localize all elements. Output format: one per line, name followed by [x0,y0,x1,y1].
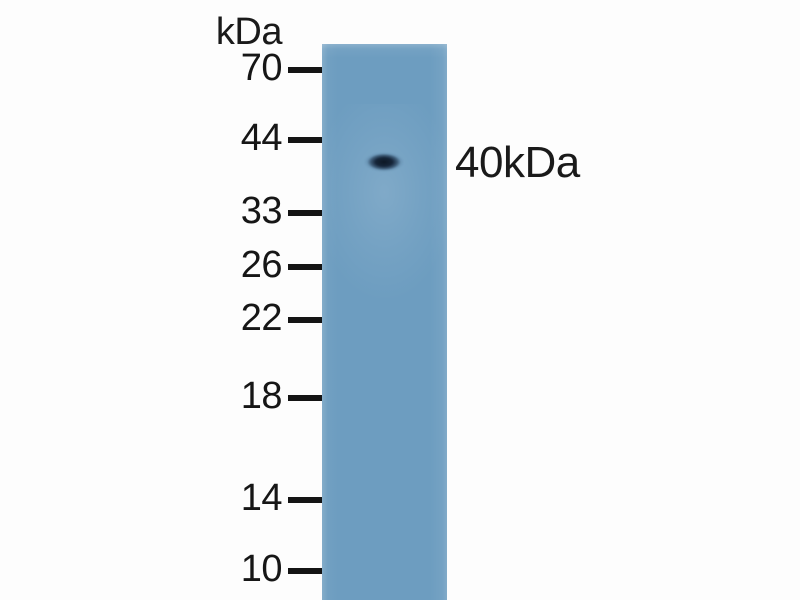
ladder-tick-mark [288,137,322,143]
ladder-marker-label: 18 [240,375,283,417]
ladder-tick-mark [288,210,322,216]
protein-band [364,152,404,172]
ladder-marker-label: 10 [240,548,283,590]
ladder-tick-mark [288,317,322,323]
ladder-tick-mark [288,568,322,574]
axis-unit-label: kDa [215,11,283,53]
ladder-marker-label: 70 [240,47,283,89]
ladder-marker-label: 14 [240,477,283,519]
ladder-marker-label: 22 [240,297,283,339]
ladder-marker-label: 44 [240,117,283,159]
molecular-weight-ladder-axis: kDa 70 44 33 26 22 18 14 [0,0,322,600]
ladder-tick-mark [288,395,322,401]
lane-background-haze [322,104,447,324]
ladder-marker-label: 33 [240,190,283,232]
ladder-tick-mark [288,497,322,503]
ladder-tick-mark [288,264,322,270]
ladder-marker-label: 26 [240,244,283,286]
gel-lane [322,44,447,600]
ladder-tick-mark [288,67,322,73]
band-annotation-label: 40kDa [455,138,580,187]
